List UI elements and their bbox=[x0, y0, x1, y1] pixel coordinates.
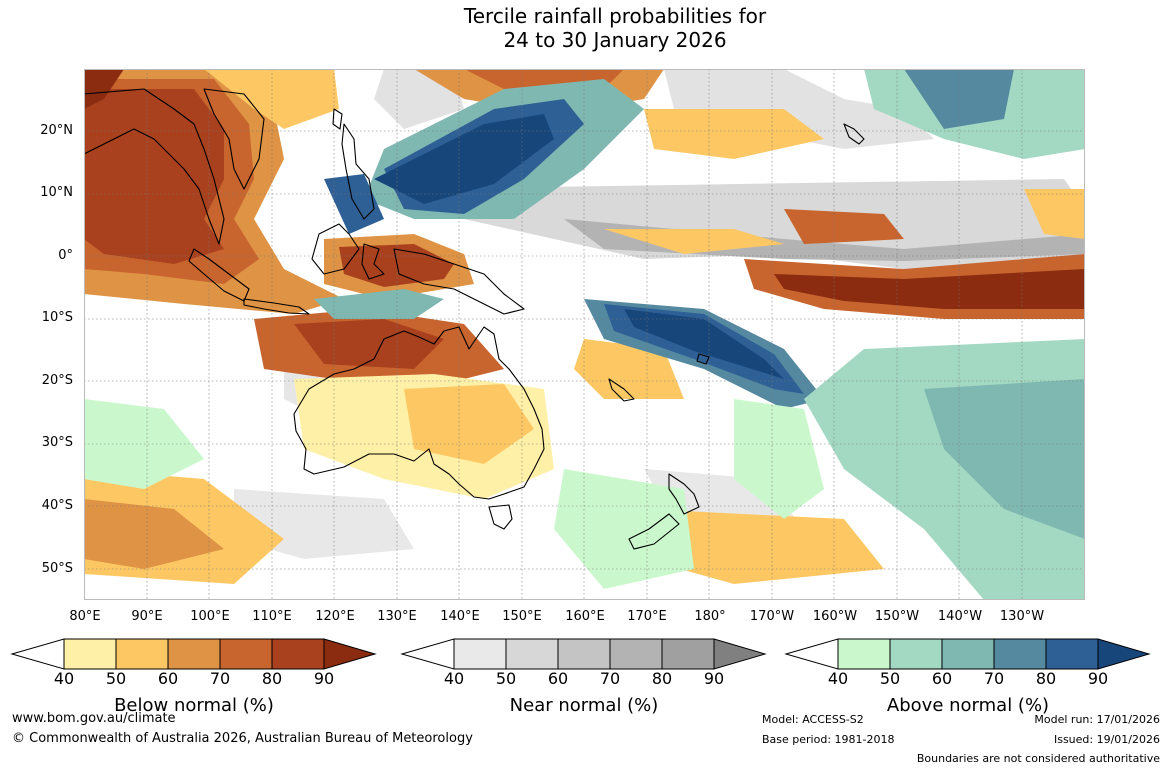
legend-below-swatch-2 bbox=[115, 638, 169, 670]
legend-near-swatch-5 bbox=[661, 638, 715, 670]
map-frame bbox=[84, 69, 1085, 600]
map-gridlines bbox=[84, 69, 1085, 600]
sulawesi-coastline bbox=[361, 243, 385, 280]
lon-label-80e: 80°E bbox=[69, 609, 101, 624]
legend-near-tick-50: 50 bbox=[495, 669, 517, 688]
legend-near-tick-60: 60 bbox=[547, 669, 569, 688]
lon-label-170w: 170°W bbox=[749, 609, 795, 624]
probability-map bbox=[84, 69, 1085, 600]
lon-label-130e: 130°E bbox=[377, 609, 417, 624]
legend-above-swatch-1 bbox=[837, 638, 891, 670]
lon-label-180: 180° bbox=[694, 609, 726, 624]
legend-below-normal bbox=[10, 638, 377, 670]
borneo-coastline bbox=[311, 223, 360, 275]
legend-near-tick-80: 80 bbox=[651, 669, 673, 688]
legend-above-swatch-5 bbox=[1045, 638, 1099, 670]
lat-label-40s: 40°S bbox=[41, 498, 73, 513]
title-line-2: 24 to 30 January 2026 bbox=[503, 28, 727, 52]
legend-above-swatch-3 bbox=[941, 638, 995, 670]
legend-near-arrow-low bbox=[400, 638, 455, 670]
legend-above-tick-70: 70 bbox=[983, 669, 1005, 688]
legend-above-swatch-4 bbox=[993, 638, 1047, 670]
legend-below-swatch-3 bbox=[167, 638, 221, 670]
legend-above-tick-80: 80 bbox=[1035, 669, 1057, 688]
new-zealand-coastline bbox=[628, 473, 700, 550]
legend-above-tick-50: 50 bbox=[879, 669, 901, 688]
legend-near-normal bbox=[400, 638, 767, 670]
footer-url[interactable]: www.bom.gov.au/climate bbox=[12, 711, 176, 726]
footer-model: Model: ACCESS-S2 bbox=[762, 713, 864, 726]
footer-base-period: Base period: 1981-2018 bbox=[762, 733, 895, 746]
new-guinea-coastline bbox=[393, 248, 525, 315]
legend-near-title: Near normal (%) bbox=[509, 695, 659, 716]
lat-label-20s: 20°S bbox=[41, 373, 73, 388]
coastlines bbox=[84, 88, 865, 550]
above-normal-regions bbox=[84, 69, 1085, 600]
legend-below-swatch-5 bbox=[271, 638, 325, 670]
lon-label-110e: 110°E bbox=[252, 609, 292, 624]
legend-near-swatch-4 bbox=[609, 638, 663, 670]
title-line-1: Tercile rainfall probabilities for bbox=[463, 4, 767, 28]
legend-near-swatch-1 bbox=[453, 638, 507, 670]
tasmania-coastline bbox=[488, 504, 513, 530]
legend-above-title: Above normal (%) bbox=[886, 695, 1050, 716]
lon-label-150w: 150°W bbox=[874, 609, 920, 624]
legend-below-tick-40: 40 bbox=[53, 669, 75, 688]
lat-label-50s: 50°S bbox=[41, 561, 73, 576]
lon-label-160w: 160°W bbox=[812, 609, 858, 624]
taiwan-coastline bbox=[332, 108, 343, 130]
legend-below-tick-80: 80 bbox=[261, 669, 283, 688]
fiji-coastline bbox=[696, 353, 710, 365]
lon-label-120e: 120°E bbox=[315, 609, 355, 624]
legend-below-tick-50: 50 bbox=[105, 669, 127, 688]
legend-above-arrow-high bbox=[1097, 638, 1151, 670]
legend-near-arrow-high bbox=[713, 638, 767, 670]
lon-label-140w: 140°W bbox=[937, 609, 983, 624]
legend-below-swatch-1 bbox=[63, 638, 117, 670]
lat-label-10s: 10°S bbox=[41, 310, 73, 325]
legend-below-arrow-low bbox=[10, 638, 65, 670]
footer-copyright: © Commonwealth of Australia 2026, Austra… bbox=[12, 731, 473, 746]
lat-label-10n: 10°N bbox=[40, 185, 73, 200]
legend-near-swatch-2 bbox=[505, 638, 559, 670]
legend-above-swatch-2 bbox=[889, 638, 943, 670]
lat-label-30s: 30°S bbox=[41, 435, 73, 450]
hawaii-coastline bbox=[843, 123, 865, 145]
lon-label-130w: 130°W bbox=[999, 609, 1045, 624]
legend-below-tick-60: 60 bbox=[157, 669, 179, 688]
new-caledonia-coastline bbox=[608, 378, 635, 402]
lon-label-160e: 160°E bbox=[565, 609, 605, 624]
legend-below-tick-70: 70 bbox=[209, 669, 231, 688]
legend-above-arrow-low bbox=[784, 638, 839, 670]
lon-label-170e: 170°E bbox=[627, 609, 667, 624]
legend-below-tick-90: 90 bbox=[313, 669, 335, 688]
legend-above-tick-90: 90 bbox=[1087, 669, 1109, 688]
footer-model-run: Model run: 17/01/2026 bbox=[1034, 713, 1160, 726]
philippines-coastline bbox=[341, 123, 375, 220]
legend-near-tick-90: 90 bbox=[703, 669, 725, 688]
indochina-coastline bbox=[203, 88, 265, 190]
mainland-asia-coastline bbox=[84, 88, 225, 245]
legend-below-title: Below normal (%) bbox=[114, 695, 274, 716]
australia-coastline bbox=[293, 326, 545, 500]
legend-below-arrow-high bbox=[323, 638, 377, 670]
lon-label-90e: 90°E bbox=[131, 609, 163, 624]
lon-label-150e: 150°E bbox=[502, 609, 542, 624]
legend-near-swatch-3 bbox=[557, 638, 611, 670]
footer-disclaimer: Boundaries are not considered authoritat… bbox=[916, 752, 1160, 765]
below-normal-regions bbox=[84, 69, 1085, 584]
legend-below-swatch-4 bbox=[219, 638, 273, 670]
lat-label-0: 0° bbox=[58, 248, 73, 263]
legend-above-normal bbox=[784, 638, 1151, 670]
legend-near-tick-70: 70 bbox=[599, 669, 621, 688]
legend-above-tick-60: 60 bbox=[931, 669, 953, 688]
lat-label-20n: 20°N bbox=[40, 123, 73, 138]
footer-issued: Issued: 19/01/2026 bbox=[1053, 733, 1160, 746]
lon-label-140e: 140°E bbox=[440, 609, 480, 624]
legend-near-tick-40: 40 bbox=[443, 669, 465, 688]
legend-above-tick-40: 40 bbox=[827, 669, 849, 688]
java-coastline bbox=[243, 298, 310, 315]
chart-title: Tercile rainfall probabilities for 24 to… bbox=[0, 4, 1173, 52]
lon-label-100e: 100°E bbox=[190, 609, 230, 624]
